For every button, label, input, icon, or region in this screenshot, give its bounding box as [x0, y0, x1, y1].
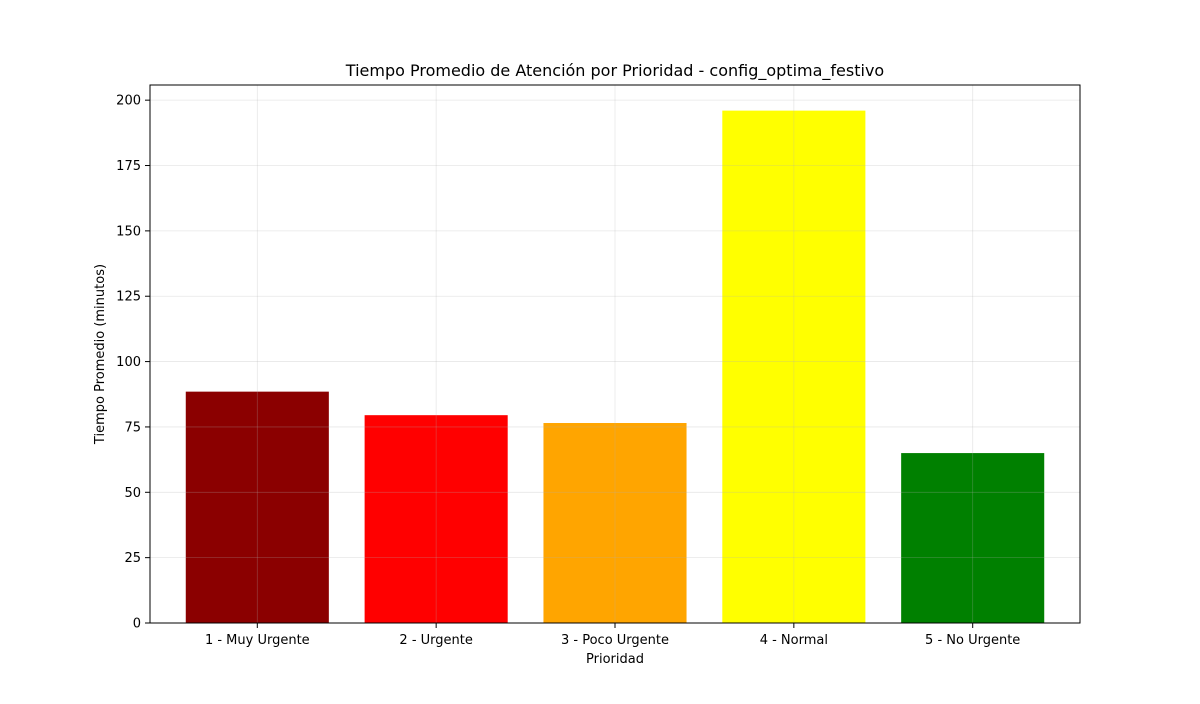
y-tick-label: 100 — [116, 355, 141, 370]
x-tick-label: 3 - Poco Urgente — [561, 633, 669, 648]
bar-2 — [364, 415, 508, 623]
y-tick-label: 25 — [124, 551, 141, 566]
y-tick-label: 125 — [116, 290, 141, 305]
y-tick-label: 200 — [116, 94, 141, 109]
chart-title: Tiempo Promedio de Atención por Priorida… — [345, 61, 884, 81]
y-tick-label: 175 — [116, 159, 141, 174]
grid-layer — [150, 85, 1080, 624]
x-tick-label: 4 - Normal — [760, 633, 828, 648]
bar-1 — [185, 391, 329, 623]
y-tick-label: 75 — [124, 420, 141, 435]
bar-5 — [901, 453, 1045, 623]
x-tick-label: 1 - Muy Urgente — [205, 633, 310, 648]
x-axis-label: Prioridad — [586, 652, 644, 667]
y-tick-label: 150 — [116, 224, 141, 239]
y-axis-label: Tiempo Promedio (minutos) — [93, 264, 108, 445]
y-tick-label: 50 — [124, 486, 141, 501]
x-tick-label: 2 - Urgente — [399, 633, 472, 648]
x-tick-label: 5 - No Urgente — [925, 633, 1020, 648]
y-tick-label: 0 — [133, 617, 141, 632]
bar-4 — [722, 110, 866, 624]
ticks-layer: 0 25 50 75 100 125 150 175 200 1 - Muy Urgente 2 -… — [116, 94, 1020, 648]
bars-layer — [185, 110, 1045, 624]
bar-3 — [543, 423, 687, 623]
